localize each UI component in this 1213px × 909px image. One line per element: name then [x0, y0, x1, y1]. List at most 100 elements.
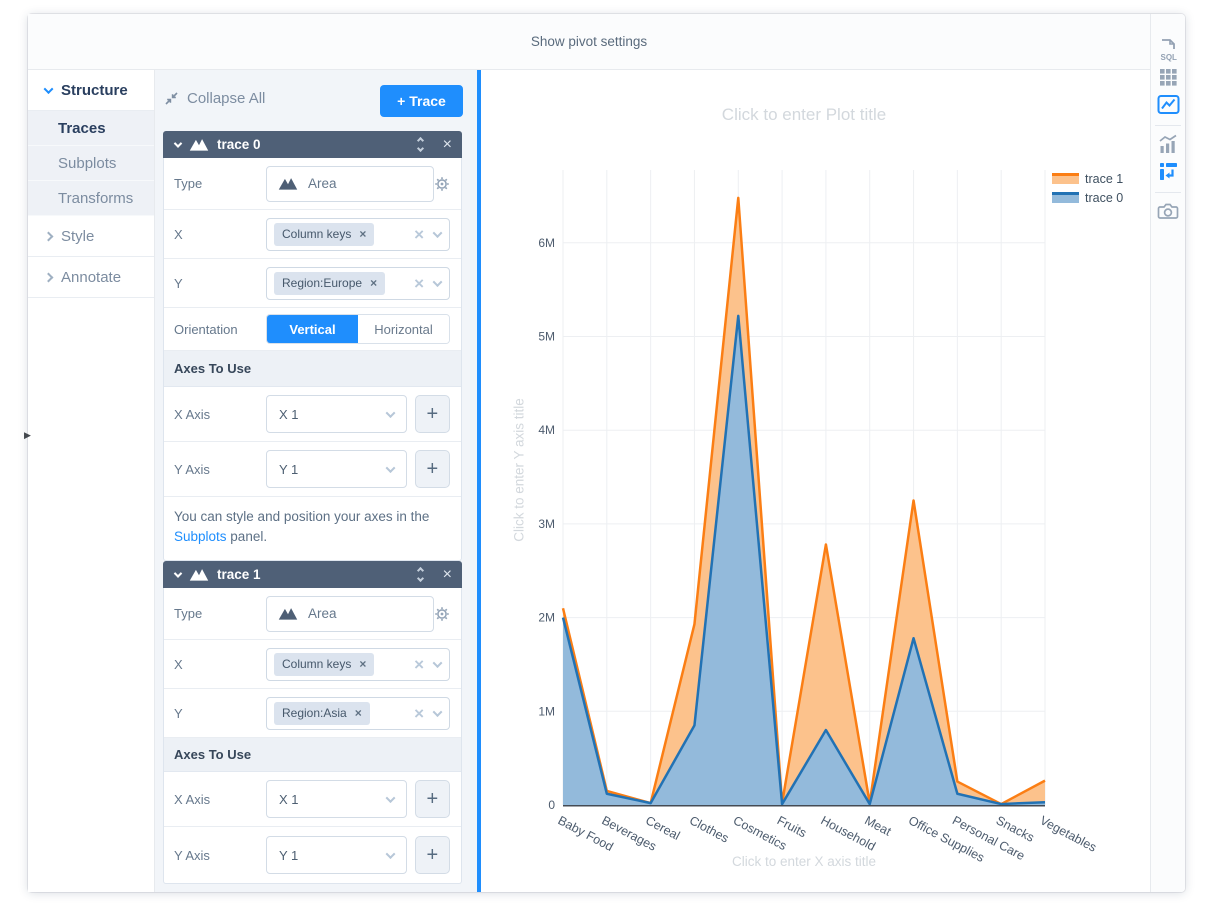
clear-icon[interactable]: ×: [414, 703, 424, 723]
drawer-toggle-arrow[interactable]: ▶: [24, 430, 31, 440]
chart-image-icon[interactable]: [1156, 92, 1180, 116]
pivot-table-icon[interactable]: [1156, 159, 1180, 183]
svg-text:5M: 5M: [538, 330, 555, 344]
delete-trace-icon[interactable]: ×: [442, 135, 452, 153]
panel-resize-divider[interactable]: [477, 70, 481, 892]
trace-0-header[interactable]: trace 0 ×: [163, 131, 462, 158]
chart-canvas: 0 1M 2M 3M 4M 5M 6M Baby Food Beverages Cereal Clo…: [481, 70, 1150, 892]
trace-type-select[interactable]: Area: [266, 595, 434, 632]
selected-chip[interactable]: Column keys ×: [274, 222, 375, 246]
chevron-down-icon[interactable]: [432, 276, 443, 287]
sidebar-item-traces[interactable]: Traces: [28, 111, 154, 146]
chevron-down-icon: [43, 83, 54, 94]
sidebar-section-annotate[interactable]: Annotate: [28, 257, 154, 298]
chevron-right-icon: [43, 231, 54, 241]
sidebar-item-transforms[interactable]: Transforms: [28, 181, 154, 216]
y-axis-select[interactable]: Y 1: [266, 836, 407, 874]
area-chart-icon: [278, 608, 298, 620]
x-axis-title-placeholder[interactable]: Click to enter X axis title: [731, 854, 877, 869]
svg-text:6M: 6M: [538, 236, 555, 250]
svg-text:Vegetables: Vegetables: [1038, 813, 1099, 854]
sidebar-section-structure[interactable]: Structure: [28, 70, 154, 111]
chip-remove-icon[interactable]: ×: [359, 227, 367, 241]
svg-text:SQL: SQL: [1161, 53, 1178, 62]
sidebar-section-style[interactable]: Style: [28, 216, 154, 257]
chevron-down-icon[interactable]: [432, 657, 443, 668]
sql-editor-icon[interactable]: SQL: [1156, 38, 1180, 62]
chevron-down-icon: [385, 848, 396, 859]
selected-chip[interactable]: Column keys ×: [274, 652, 375, 676]
field-label: Y Axis: [174, 461, 210, 477]
chevron-right-icon: [43, 272, 54, 282]
area-chart-icon: [189, 139, 209, 151]
app-window: Show pivot settings Structure Traces Sub…: [28, 14, 1185, 892]
sidebar-item-label: Traces: [58, 119, 106, 137]
legend: trace 1 trace 0: [1052, 169, 1123, 207]
trace-1-header[interactable]: trace 1 ×: [163, 561, 462, 588]
plot-title-placeholder[interactable]: Click to enter Plot title: [721, 105, 887, 124]
field-label: Type: [174, 606, 203, 621]
sidebar-item-subplots[interactable]: Subplots: [28, 146, 154, 181]
chevron-down-icon[interactable]: [432, 227, 443, 238]
selected-chip[interactable]: Region:Asia ×: [274, 701, 370, 725]
x-data-select[interactable]: Column keys × ×: [266, 647, 450, 681]
legend-item-trace-0[interactable]: trace 0: [1052, 188, 1123, 207]
show-pivot-settings-button[interactable]: Show pivot settings: [530, 34, 648, 49]
y-data-select[interactable]: Region:Asia × ×: [266, 696, 450, 730]
chip-remove-icon[interactable]: ×: [359, 657, 367, 671]
gear-icon[interactable]: [434, 606, 450, 622]
camera-export-icon[interactable]: [1156, 199, 1180, 223]
add-x-axis-button[interactable]: +: [414, 395, 450, 433]
x-axis-select[interactable]: X 1: [266, 780, 407, 818]
reorder-trace-icon[interactable]: [416, 136, 424, 153]
x-axis-select[interactable]: X 1: [266, 395, 407, 433]
delete-trace-icon[interactable]: ×: [442, 565, 452, 583]
x-axis-value: X 1: [279, 406, 299, 422]
sidebar-item-label: Subplots: [58, 154, 117, 172]
clear-icon[interactable]: ×: [414, 224, 424, 244]
orientation-vertical-button[interactable]: Vertical: [267, 315, 358, 343]
chip-remove-icon[interactable]: ×: [370, 276, 378, 290]
selected-chip[interactable]: Region:Europe ×: [274, 271, 386, 295]
y-axis-select[interactable]: Y 1: [266, 450, 407, 488]
chevron-down-icon[interactable]: [432, 706, 443, 717]
y-data-select[interactable]: Region:Europe × ×: [266, 266, 450, 300]
collapse-all-button[interactable]: Collapse All: [164, 90, 265, 107]
reorder-trace-icon[interactable]: [416, 566, 424, 583]
sidebar-item-label: Transforms: [58, 189, 134, 207]
chip-remove-icon[interactable]: ×: [354, 706, 362, 720]
field-label: X: [174, 656, 183, 672]
add-y-axis-button[interactable]: +: [414, 450, 450, 488]
add-x-axis-button[interactable]: +: [414, 780, 450, 818]
trace-type-value: Area: [308, 176, 337, 191]
y-axis-title-placeholder[interactable]: Click to enter Y axis title: [511, 398, 527, 542]
svg-text:2M: 2M: [538, 611, 555, 625]
combo-chart-icon[interactable]: [1156, 132, 1180, 156]
clear-icon[interactable]: ×: [414, 654, 424, 674]
table-grid-icon[interactable]: [1156, 65, 1180, 89]
x-data-select[interactable]: Column keys × ×: [266, 217, 450, 251]
subplots-link[interactable]: Subplots: [174, 529, 227, 545]
field-label: Y: [174, 275, 183, 291]
trace-type-value: Area: [308, 606, 337, 621]
trace-editor-panel: Collapse All + Trace trace 0 × Type: [155, 70, 477, 892]
svg-text:3M: 3M: [538, 517, 555, 531]
legend-item-trace-1[interactable]: trace 1: [1052, 169, 1123, 188]
chevron-down-icon: [385, 407, 396, 418]
add-trace-button[interactable]: + Trace: [380, 85, 463, 117]
right-toolbar: SQL: [1150, 14, 1185, 892]
svg-text:0: 0: [548, 798, 555, 812]
area-chart-icon: [278, 178, 298, 190]
trace-title: trace 0: [217, 137, 261, 152]
field-label: X Axis: [174, 791, 211, 807]
trace-type-select[interactable]: Area: [266, 165, 434, 202]
clear-icon[interactable]: ×: [414, 273, 424, 293]
orientation-horizontal-button[interactable]: Horizontal: [358, 315, 449, 343]
gear-icon[interactable]: [434, 176, 450, 192]
trace-title: trace 1: [217, 567, 261, 582]
y-axis-value: Y 1: [279, 461, 299, 477]
chevron-down-icon: [385, 792, 396, 803]
add-y-axis-button[interactable]: +: [414, 836, 450, 874]
sidebar: Structure Traces Subplots Transforms Sty…: [28, 70, 155, 892]
field-label: Y Axis: [174, 847, 210, 863]
